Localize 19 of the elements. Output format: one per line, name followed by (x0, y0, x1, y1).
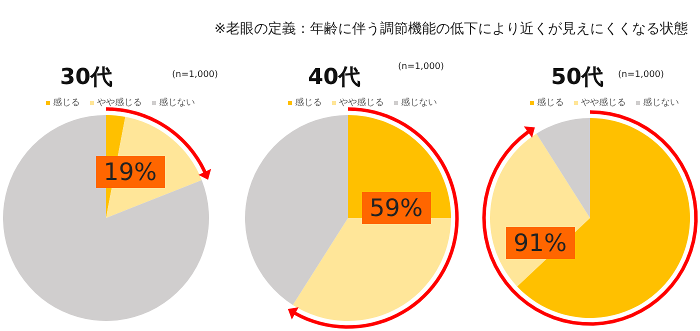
legend-label: 感じない (158, 96, 195, 109)
chart-subtitle: (n=1,000) (618, 70, 664, 80)
chart-subtitle: (n=1,000) (172, 70, 218, 80)
chart-title: 30代 (60, 64, 113, 92)
legend-label: やや感じる (338, 96, 384, 109)
legend-label: 感じない (642, 96, 679, 109)
chart-title: 50代 (551, 64, 604, 92)
legend-label: やや感じる (580, 96, 626, 109)
legend-label: 感じる (294, 96, 322, 109)
legend-label: やや感じる (96, 96, 142, 109)
text: ※老眼の定義：年齢に伴う調節機能の低下により近くが見えにくくなる状態 (214, 20, 688, 38)
legend-label: 感じる (536, 96, 564, 109)
chart-subtitle: (n=1,000) (398, 62, 444, 72)
text: 19% (96, 156, 165, 188)
chart-title: 40代 (308, 64, 361, 92)
text: 91% (506, 227, 575, 259)
legend-label: 感じる (52, 96, 80, 109)
legend-label: 感じない (400, 96, 437, 109)
text: 59% (362, 192, 431, 224)
